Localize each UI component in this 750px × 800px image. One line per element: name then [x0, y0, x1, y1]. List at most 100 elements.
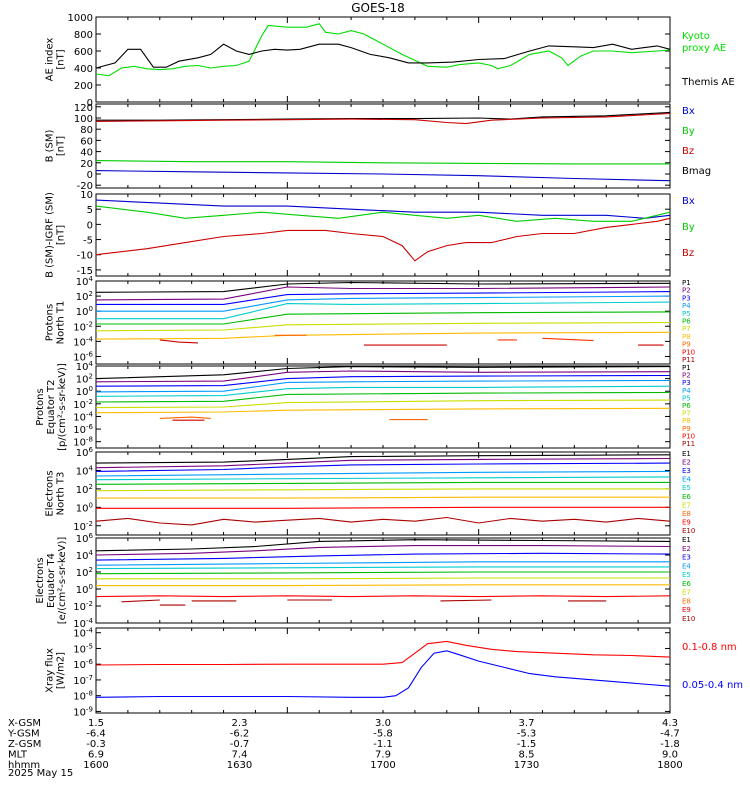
y-tick-label: 102: [76, 373, 93, 386]
ephemeris-row-label: MLT: [8, 750, 28, 761]
legend-label: Kyoto: [682, 31, 710, 42]
legend-label: E8: [682, 597, 691, 605]
y-axis-label: Equator T2: [46, 380, 57, 435]
series-line-e1: [95, 539, 671, 552]
legend-label: 0.05-0.4 nm: [682, 680, 743, 691]
ephemeris-value: -0.3: [86, 739, 106, 750]
y-tick-label: -20: [77, 181, 93, 192]
y-tick-label: 106: [76, 446, 94, 459]
ephemeris-value: 1730: [514, 760, 539, 771]
series-line-e8: [96, 496, 670, 499]
legend-label: P9: [682, 425, 691, 433]
panel-frame: [95, 627, 671, 714]
legend-label: P7: [682, 325, 691, 333]
y-tick-label: 102: [76, 483, 93, 496]
series-line-themis-ae: [95, 43, 671, 69]
y-tick-label: 10-2: [73, 320, 93, 333]
series-line-e7: [95, 488, 670, 492]
y-tick-label: 120: [74, 103, 93, 114]
legend-label: E4: [682, 562, 691, 570]
legend-label: P2: [682, 372, 691, 380]
ephemeris-value: 1.5: [88, 718, 104, 729]
legend-label: P10: [682, 348, 695, 356]
y-tick-label: 104: [76, 360, 94, 373]
ephemeris-value: 1700: [370, 760, 395, 771]
legend-label: E4: [682, 476, 691, 484]
series-line-e10: [95, 516, 671, 526]
legend-label: E9: [682, 518, 691, 526]
panel-frame: [95, 537, 671, 624]
legend-label: E5: [682, 571, 691, 579]
y-tick-label: 0: [87, 220, 93, 231]
ephemeris-row-label: hhmm: [8, 760, 40, 771]
legend-label: E2: [682, 545, 691, 553]
series-line-0-1-0-8-nm: [95, 640, 671, 666]
y-axis-label: Electrons: [45, 470, 56, 516]
y-tick-label: 600: [74, 47, 93, 58]
y-tick-label: 10-6: [73, 658, 93, 671]
legend-label: P3: [682, 294, 691, 302]
series-line-p5: [96, 301, 671, 320]
y-axis-label: North T1: [56, 301, 67, 345]
series-line-p7: [95, 399, 671, 409]
y-tick-label: 10-8: [73, 690, 93, 703]
ephemeris-value: -0.7: [230, 739, 250, 750]
y-tick-label: 10-4: [73, 617, 93, 630]
y-tick-label: 102: [76, 566, 93, 579]
legend-label: P11: [682, 440, 695, 448]
y-axis-label: North T3: [56, 472, 67, 516]
series-line-p4: [95, 379, 671, 393]
y-axis-label: [nT]: [56, 49, 67, 69]
legend-label: Bz: [682, 146, 694, 157]
series-line-e4: [95, 561, 670, 566]
series-line-e6: [95, 481, 670, 485]
y-tick-label: 800: [74, 30, 93, 41]
ephemeris-value: 3.0: [375, 718, 391, 729]
data-segment: [159, 416, 211, 419]
series-line-p2: [95, 370, 671, 383]
legend-label: P10: [682, 432, 695, 440]
y-tick-label: 10-2: [73, 520, 93, 533]
legend-label: Themis AE: [681, 77, 735, 88]
y-tick-label: 106: [76, 532, 94, 545]
data-segment: [440, 599, 492, 602]
legend-label: P1: [682, 279, 691, 287]
y-axis-label: [e/(cm²-s-sr-keV)]: [57, 537, 68, 625]
y-tick-label: 40: [80, 148, 93, 159]
ephemeris-value: -1.8: [660, 739, 680, 750]
panel-1: 0 200 400 600 800 1000 AE index [nT] Kyotoproxy …: [45, 13, 735, 109]
legend-label: P11: [682, 356, 695, 364]
legend-label: Bz: [682, 248, 694, 259]
y-tick-label: 20: [80, 159, 93, 170]
y-axis-label: [nT]: [56, 136, 67, 156]
ephemeris-footer: X-GSM 1.5 2.3 3.0 3.7 4.3 Y-GSM -6.4 -6.2 -5.8 -5.…: [7, 718, 683, 779]
legend-label: Bmag: [682, 166, 711, 177]
y-tick-label: 102: [76, 290, 93, 303]
y-tick-label: 1000: [68, 13, 93, 24]
ephemeris-value: 4.3: [662, 718, 678, 729]
series-line-e9: [96, 506, 670, 509]
series-line-bz: [95, 112, 671, 125]
ephemeris-value: -1.1: [373, 739, 393, 750]
legend-label: By: [682, 126, 695, 137]
y-tick-label: 10-4: [73, 627, 93, 640]
series-line-bx: [95, 199, 671, 219]
y-tick-label: 60: [80, 136, 93, 147]
series-line-e7: [96, 577, 670, 580]
series-line-e3: [95, 552, 671, 561]
y-tick-label: 104: [76, 549, 94, 562]
y-axis-label: [p/(cm²-s-sr-keV)]: [57, 363, 68, 451]
ephemeris-value: 1600: [83, 760, 108, 771]
panel-3: -15 -10 -5 0 5 10 B (SM)-IGRF (SM) [nT] Bx By Bz: [45, 190, 695, 278]
legend-label: P2: [682, 287, 691, 295]
legend-label: proxy AE: [682, 43, 726, 54]
ephemeris-value: 6.9: [88, 750, 104, 761]
ephemeris-row-label: Y-GSM: [7, 729, 40, 740]
y-tick-label: -15: [77, 266, 93, 277]
y-tick-label: 10-2: [73, 398, 93, 411]
legend-label: P4: [682, 302, 691, 310]
y-tick-label: 10-8: [73, 436, 93, 449]
legend-label: E3: [682, 554, 691, 562]
